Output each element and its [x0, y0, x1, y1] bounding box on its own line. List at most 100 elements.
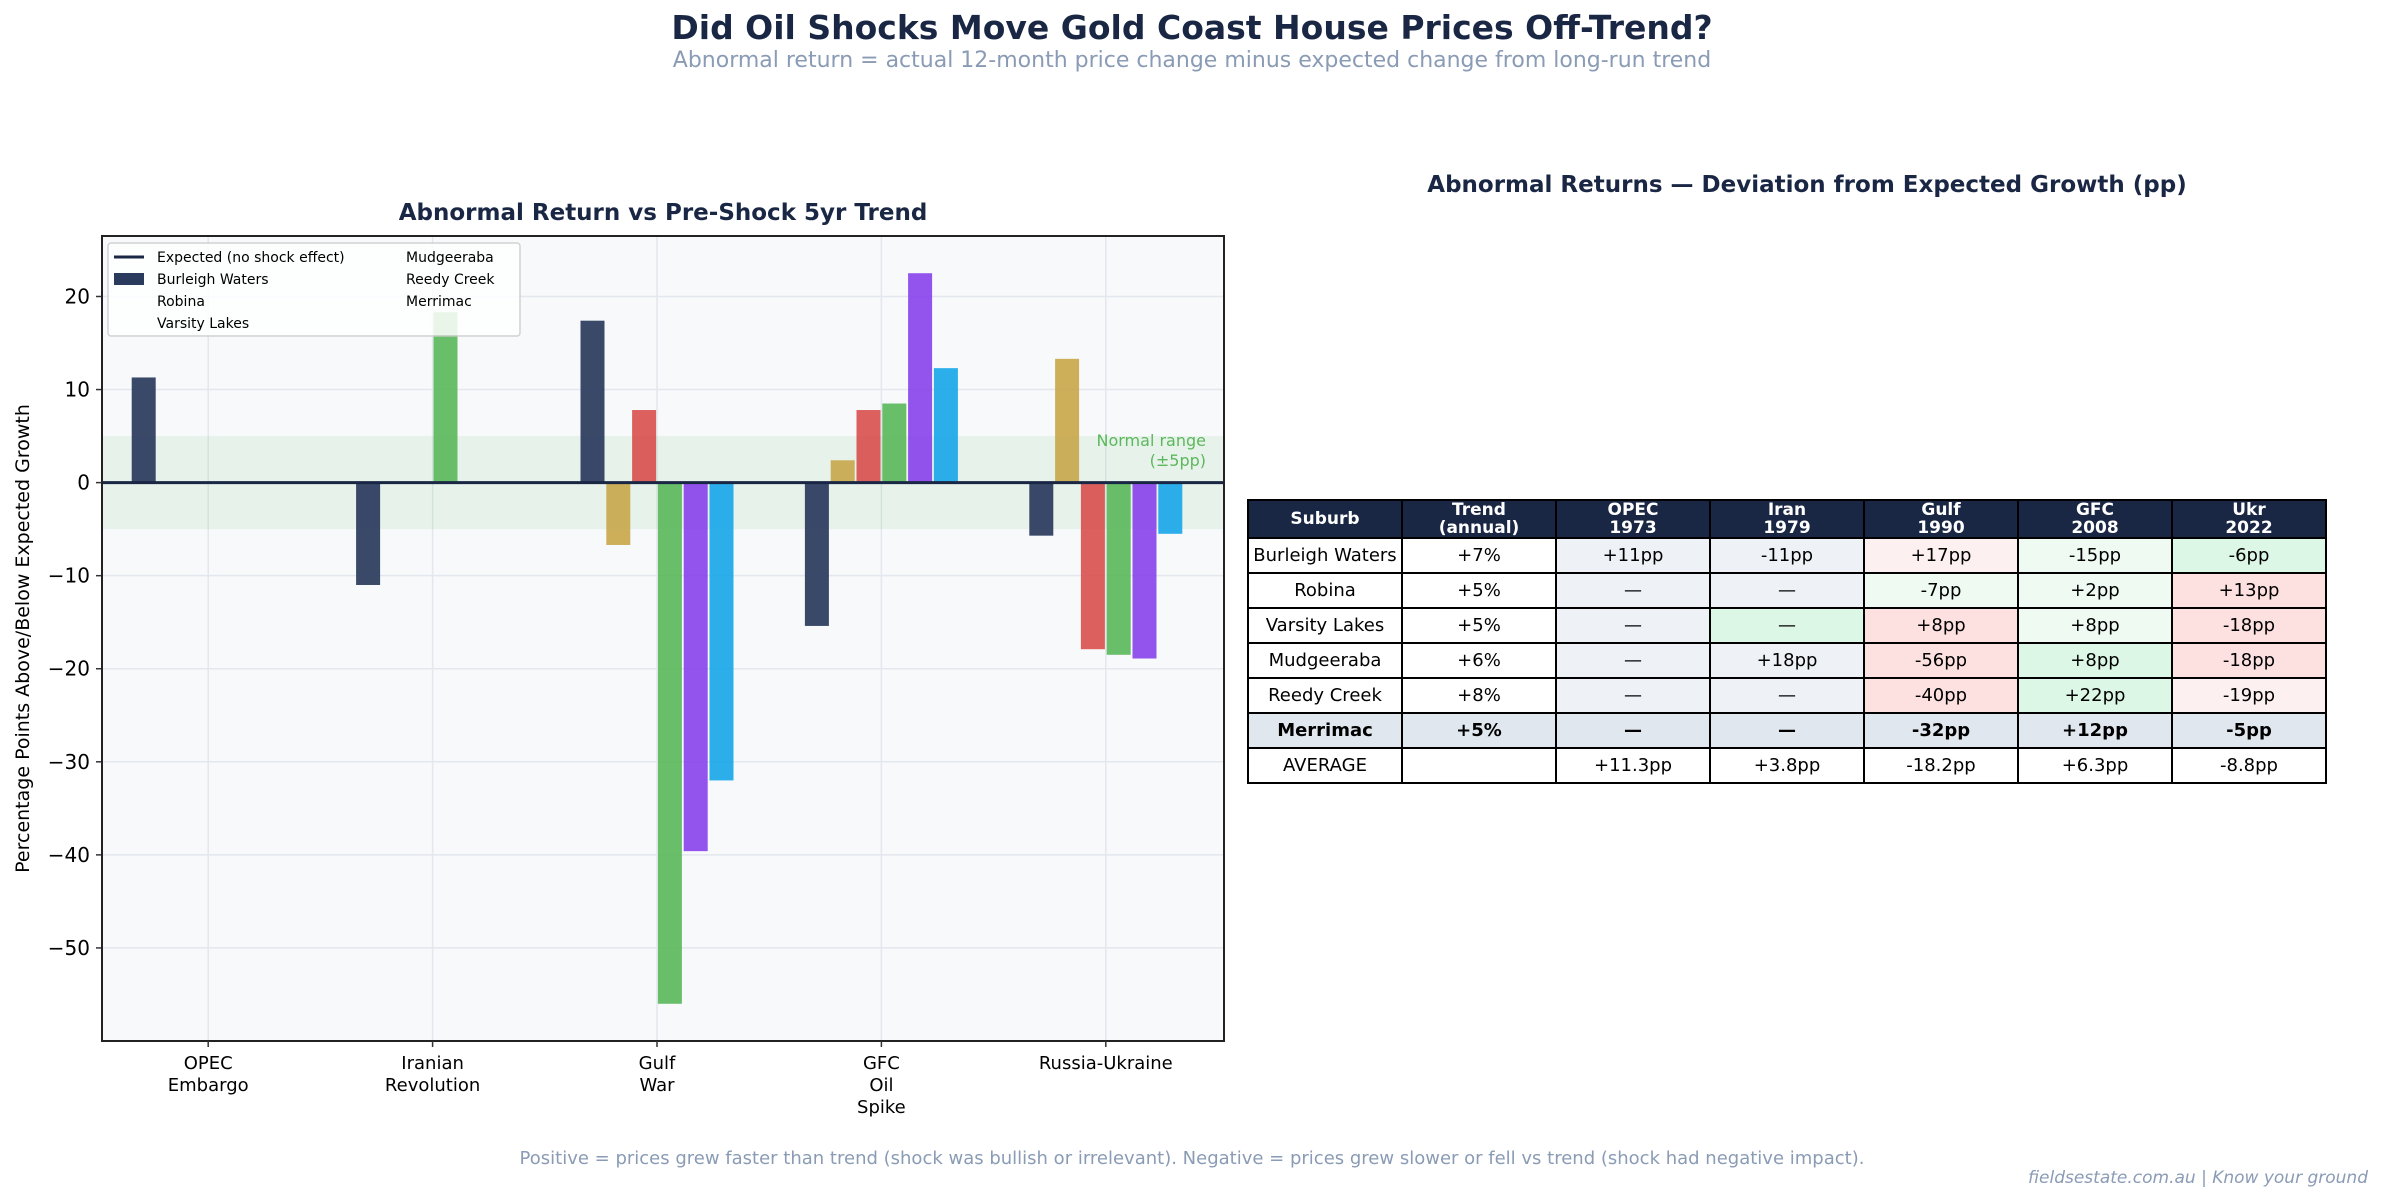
normal-range-label: (±5pp): [1150, 451, 1206, 470]
table-cell: -15pp: [2017, 537, 2173, 574]
table-cell: +7%: [1401, 537, 1557, 574]
column-header: Suburb: [1247, 499, 1403, 539]
legend-label: Merrimac: [406, 294, 472, 310]
bar-reedy-creek: [908, 273, 933, 483]
table-cell: -7pp: [1863, 572, 2019, 609]
table-cell: +2pp: [2017, 572, 2173, 609]
x-tick-label: GFC: [863, 1053, 900, 1074]
table-cell: -11pp: [1709, 537, 1865, 574]
x-tick-label: Revolution: [385, 1075, 480, 1096]
table-cell: +8pp: [2017, 607, 2173, 644]
legend-label: Expected (no shock effect): [157, 250, 345, 266]
bar-burleigh-waters: [804, 482, 829, 626]
table-cell: -18pp: [2171, 642, 2327, 679]
y-tick-label: 10: [65, 378, 90, 402]
table-cell: +22pp: [2017, 677, 2173, 714]
table-cell: —: [1555, 677, 1711, 714]
column-header: Trend (annual): [1401, 499, 1557, 539]
table-cell: Merrimac: [1247, 712, 1403, 749]
bar-mudgeeraba: [882, 403, 907, 483]
column-header: Iran 1979: [1709, 499, 1865, 539]
y-tick-label: −20: [48, 657, 90, 681]
table-cell: [1401, 747, 1557, 784]
table-cell: +12pp: [2017, 712, 2173, 749]
table-cell: +8%: [1401, 677, 1557, 714]
bar-merrimac: [933, 368, 958, 483]
plot-frame: [101, 235, 1225, 1042]
table-cell: Robina: [1247, 572, 1403, 609]
table-header-row: Suburb Trend (annual) OPEC 1973 Iran 1979 Gu…: [1247, 499, 2327, 539]
table-cell: +18pp: [1709, 642, 1865, 679]
y-tick-label: 0: [77, 471, 90, 495]
table-cell: -56pp: [1863, 642, 2019, 679]
legend-swatch: [114, 273, 144, 285]
x-tick-label: Russia-Ukraine: [1039, 1053, 1173, 1074]
bar-varsity-lakes: [1080, 482, 1105, 650]
chart-title: Abnormal Return vs Pre-Shock 5yr Trend: [398, 200, 928, 226]
table-cell: +11pp: [1555, 537, 1711, 574]
table-cell: —: [1709, 712, 1865, 749]
table-row: Merrimac +5% — — -32pp +12pp -5pp: [1247, 712, 2327, 749]
y-tick-label: 20: [65, 284, 90, 308]
y-axis-label: Percentage Points Above/Below Expected G…: [12, 404, 34, 873]
y-tick-label: −30: [48, 750, 90, 774]
legend-label: Burleigh Waters: [157, 272, 269, 288]
x-tick-label: Embargo: [168, 1075, 249, 1096]
main-title: Did Oil Shocks Move Gold Coast House Pri…: [671, 8, 1713, 47]
table-cell: Reedy Creek: [1247, 677, 1403, 714]
table-row: AVERAGE +11.3pp +3.8pp -18.2pp +6.3pp -8.8pp: [1247, 747, 2327, 784]
x-tick-label: OPEC: [184, 1053, 233, 1074]
table-cell: —: [1555, 712, 1711, 749]
credit: fieldsestate.com.au | Know your ground: [2028, 1168, 2368, 1188]
bar-reedy-creek: [683, 482, 708, 852]
column-header: Ukr 2022: [2171, 499, 2327, 539]
table-cell: +5%: [1401, 607, 1557, 644]
table-cell: +11.3pp: [1555, 747, 1711, 784]
table-cell: —: [1555, 607, 1711, 644]
bar-mudgeeraba: [1106, 482, 1131, 655]
x-tick-label: War: [639, 1075, 675, 1096]
subtitle: Abnormal return = actual 12-month price …: [672, 48, 1712, 73]
table-cell: —: [1555, 572, 1711, 609]
table-cell: +6%: [1401, 642, 1557, 679]
abnormal-returns-table: Suburb Trend (annual) OPEC 1973 Iran 1979 Gu…: [1247, 499, 2327, 784]
bar-chart: 20 10 0 −10 −20 −30 −40 −50 Normal range(±5pp) OP…: [12, 235, 1225, 1118]
table-cell: +17pp: [1863, 537, 2019, 574]
legend-label: Mudgeeraba: [406, 250, 494, 266]
bar-robina: [606, 482, 631, 545]
table-cell: -5pp: [2171, 712, 2327, 749]
bar-robina: [1055, 358, 1080, 483]
legend: [107, 242, 521, 337]
bar-mudgeeraba: [433, 312, 458, 483]
x-tick-label: Oil: [869, 1075, 893, 1096]
table-cell: +8pp: [1863, 607, 2019, 644]
table-cell: -6pp: [2171, 537, 2327, 574]
y-tick-label: −40: [48, 843, 90, 867]
table-title: Abnormal Returns — Deviation from Expect…: [1427, 172, 2187, 198]
y-tick-label: −50: [48, 936, 90, 960]
table-cell: AVERAGE: [1247, 747, 1403, 784]
table-cell: Mudgeeraba: [1247, 642, 1403, 679]
table-cell: +8pp: [2017, 642, 2173, 679]
bar-mudgeeraba: [657, 482, 682, 1004]
table-row: Burleigh Waters +7% +11pp -11pp +17pp -15pp -6…: [1247, 537, 2327, 574]
bar-varsity-lakes: [856, 410, 881, 483]
bar-robina: [830, 460, 855, 483]
x-tick-label: Spike: [857, 1097, 906, 1118]
legend-label: Robina: [157, 294, 205, 310]
table-cell: +6.3pp: [2017, 747, 2173, 784]
table-cell: —: [1709, 572, 1865, 609]
bar-burleigh-waters: [580, 320, 605, 483]
bar-burleigh-waters: [1029, 482, 1054, 536]
legend-label: Varsity Lakes: [157, 316, 249, 332]
x-tick-label: Iranian: [401, 1053, 464, 1074]
table-cell: -19pp: [2171, 677, 2327, 714]
bar-merrimac: [1158, 482, 1183, 534]
table-row: Robina +5% — — -7pp +2pp +13pp: [1247, 572, 2327, 609]
table-cell: -8.8pp: [2171, 747, 2327, 784]
bar-burleigh-waters: [131, 377, 156, 483]
legend-label: Reedy Creek: [406, 272, 495, 288]
column-header: Gulf 1990: [1863, 499, 2019, 539]
table-row: Reedy Creek +8% — — -40pp +22pp -19pp: [1247, 677, 2327, 714]
bar-reedy-creek: [1132, 482, 1157, 659]
